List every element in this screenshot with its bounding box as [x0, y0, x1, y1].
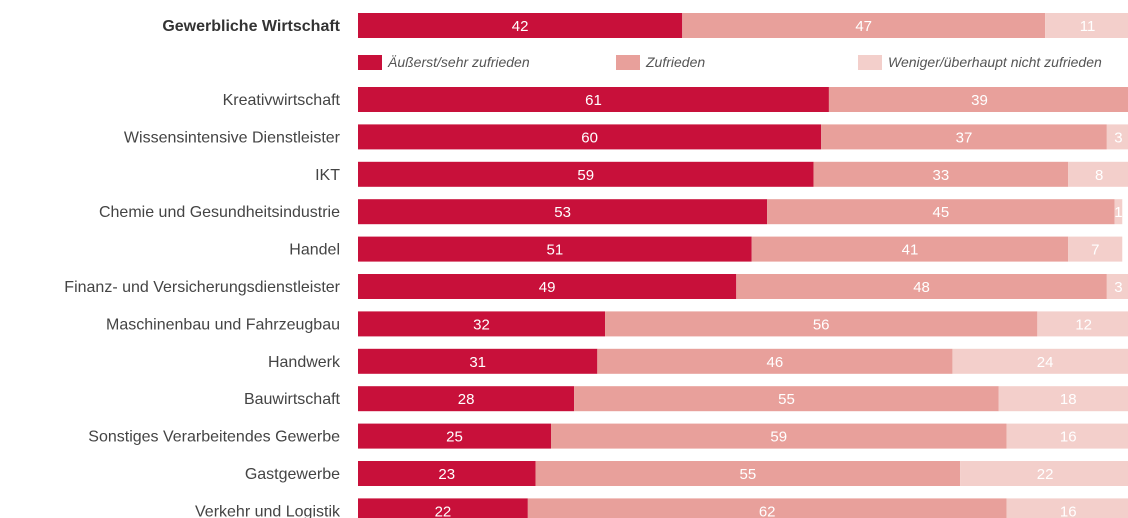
bar-segment-wissensintensive-dienstleister-1 [358, 124, 822, 150]
bar-segment-finanz-und-versicherungsdienstleister-2 [736, 274, 1107, 299]
category-label-verkehr-und-logistik: Verkehr und Logistik [195, 503, 341, 518]
value-label-bauwirtschaft-1: 28 [458, 391, 475, 408]
value-label-handwerk-1: 31 [469, 354, 486, 371]
value-label-bauwirtschaft-3: 18 [1060, 391, 1077, 408]
value-label-chemie-und-gesundheitsindustrie-1: 53 [554, 204, 571, 221]
value-label-sonstiges-verarbeitendes-gewerbe-2: 59 [770, 429, 787, 446]
value-label-bauwirtschaft-2: 55 [778, 391, 795, 408]
bar-segment-kreativwirtschaft-2 [828, 87, 1128, 112]
value-label-finanz-und-versicherungsdienstleister-2: 48 [913, 279, 930, 296]
bar-segment-sonstiges-verarbeitendes-gewerbe-3 [1006, 423, 1128, 449]
value-label-maschinenbau-und-fahrzeugbau-3: 12 [1075, 316, 1092, 333]
bar-segment-handel-3 [1068, 236, 1123, 262]
bar-segment-gewerbliche-wirtschaft-2 [682, 13, 1046, 38]
bar-segment-ikt-1 [358, 161, 814, 187]
legend: Äußerst/sehr zufrieden Zufrieden Weniger/ü… [358, 54, 1102, 70]
bar-segment-bauwirtschaft-2 [574, 386, 999, 412]
bar-segment-handwerk-3 [952, 348, 1128, 374]
legend-label-1: Äußerst/sehr zufrieden [387, 54, 530, 70]
bar-segment-maschinenbau-und-fahrzeugbau-3 [1037, 311, 1128, 337]
bar-segment-handwerk-2 [597, 348, 953, 374]
bar-segment-maschinenbau-und-fahrzeugbau-1 [358, 311, 606, 337]
bar-segment-gastgewerbe-2 [535, 461, 961, 486]
value-label-handel-2: 41 [902, 242, 919, 259]
value-label-chemie-und-gesundheitsindustrie-2: 45 [933, 204, 950, 221]
bar-segment-verkehr-und-logistik-1 [358, 498, 528, 518]
value-label-handwerk-2: 46 [767, 354, 784, 371]
value-label-wissensintensive-dienstleister-2: 37 [956, 129, 973, 146]
bar-segment-chemie-und-gesundheitsindustrie-3 [1114, 199, 1123, 225]
value-label-kreativwirtschaft-1: 61 [585, 92, 602, 109]
legend-swatch-2 [616, 55, 640, 70]
category-label-gewerbliche-wirtschaft: Gewerbliche Wirtschaft [162, 18, 340, 35]
value-label-maschinenbau-und-fahrzeugbau-1: 32 [473, 316, 490, 333]
value-label-gastgewerbe-2: 55 [740, 466, 757, 483]
bar-segment-sonstiges-verarbeitendes-gewerbe-2 [551, 423, 1007, 449]
bar-segment-gewerbliche-wirtschaft-3 [1045, 13, 1128, 38]
legend-swatch-3 [858, 55, 882, 70]
category-label-maschinenbau-und-fahrzeugbau: Maschinenbau und Fahrzeugbau [106, 316, 340, 333]
bar-segment-sonstiges-verarbeitendes-gewerbe-1 [358, 423, 551, 449]
bar-segment-handwerk-1 [358, 348, 598, 374]
bar-segment-chemie-und-gesundheitsindustrie-2 [767, 199, 1115, 225]
bar-segment-bauwirtschaft-1 [358, 386, 575, 412]
value-label-maschinenbau-und-fahrzeugbau-2: 56 [813, 316, 830, 333]
value-label-verkehr-und-logistik-1: 22 [435, 503, 452, 518]
value-label-wissensintensive-dienstleister-1: 60 [581, 129, 598, 146]
category-label-ikt: IKT [315, 167, 340, 184]
legend-label-2: Zufrieden [645, 54, 705, 70]
value-label-kreativwirtschaft-2: 39 [971, 92, 988, 109]
value-label-handel-1: 51 [547, 242, 564, 259]
value-label-handel-3: 7 [1091, 242, 1099, 259]
value-label-gastgewerbe-3: 22 [1037, 466, 1054, 483]
bar-segment-ikt-3 [1068, 161, 1128, 187]
bars-group: Gewerbliche Wirtschaft 42 47 11 Kreativwirts… [64, 13, 1128, 518]
bar-segment-verkehr-und-logistik-3 [1006, 498, 1128, 518]
category-label-sonstiges-verarbeitendes-gewerbe: Sonstiges Verarbeitendes Gewerbe [88, 429, 340, 446]
value-label-gewerbliche-wirtschaft-2: 47 [855, 18, 872, 35]
value-label-verkehr-und-logistik-2: 62 [759, 503, 776, 518]
value-label-sonstiges-verarbeitendes-gewerbe-1: 25 [446, 429, 463, 446]
category-label-kreativwirtschaft: Kreativwirtschaft [223, 92, 341, 109]
value-label-finanz-und-versicherungsdienstleister-3: 3 [1114, 279, 1122, 296]
legend-label-3: Weniger/überhaupt nicht zufrieden [888, 54, 1102, 70]
bar-segment-finanz-und-versicherungsdienstleister-3 [1106, 274, 1128, 299]
bar-segment-wissensintensive-dienstleister-2 [821, 124, 1107, 150]
value-label-ikt-1: 59 [577, 167, 594, 184]
bar-segment-gastgewerbe-3 [960, 461, 1128, 486]
bar-segment-handel-2 [751, 236, 1069, 262]
bar-segment-verkehr-und-logistik-2 [527, 498, 1007, 518]
value-label-ikt-3: 8 [1095, 167, 1103, 184]
bar-segment-bauwirtschaft-3 [998, 386, 1128, 412]
category-label-gastgewerbe: Gastgewerbe [245, 466, 340, 483]
value-label-gewerbliche-wirtschaft-1: 42 [512, 18, 529, 35]
value-label-wissensintensive-dienstleister-3: 3 [1114, 129, 1122, 146]
category-label-handel: Handel [289, 242, 340, 259]
bar-segment-finanz-und-versicherungsdienstleister-1 [358, 274, 737, 299]
bar-segment-handel-1 [358, 236, 752, 262]
value-label-ikt-2: 33 [933, 167, 950, 184]
category-label-bauwirtschaft: Bauwirtschaft [244, 391, 341, 408]
bar-segment-ikt-2 [813, 161, 1069, 187]
bar-segment-gewerbliche-wirtschaft-1 [358, 13, 683, 38]
value-label-finanz-und-versicherungsdienstleister-1: 49 [539, 279, 556, 296]
bar-segment-maschinenbau-und-fahrzeugbau-2 [605, 311, 1038, 337]
bar-segment-chemie-und-gesundheitsindustrie-1 [358, 199, 768, 225]
legend-swatch-1 [358, 55, 382, 70]
value-label-gastgewerbe-1: 23 [438, 466, 455, 483]
value-label-chemie-und-gesundheitsindustrie-3: 1 [1114, 204, 1122, 221]
bar-segment-gastgewerbe-1 [358, 461, 536, 486]
value-label-sonstiges-verarbeitendes-gewerbe-3: 16 [1060, 429, 1077, 446]
value-label-verkehr-und-logistik-3: 16 [1060, 503, 1077, 518]
category-label-handwerk: Handwerk [268, 354, 341, 371]
bar-segment-wissensintensive-dienstleister-3 [1106, 124, 1128, 150]
bar-segment-kreativwirtschaft-1 [358, 87, 829, 112]
category-label-finanz-und-versicherungsdienstleister: Finanz- und Versicherungsdienstleister [64, 279, 340, 296]
category-label-wissensintensive-dienstleister: Wissensintensive Dienstleister [124, 129, 341, 146]
category-label-chemie-und-gesundheitsindustrie: Chemie und Gesundheitsindustrie [99, 204, 340, 221]
value-label-gewerbliche-wirtschaft-3: 11 [1080, 18, 1096, 35]
value-label-handwerk-3: 24 [1037, 354, 1054, 371]
